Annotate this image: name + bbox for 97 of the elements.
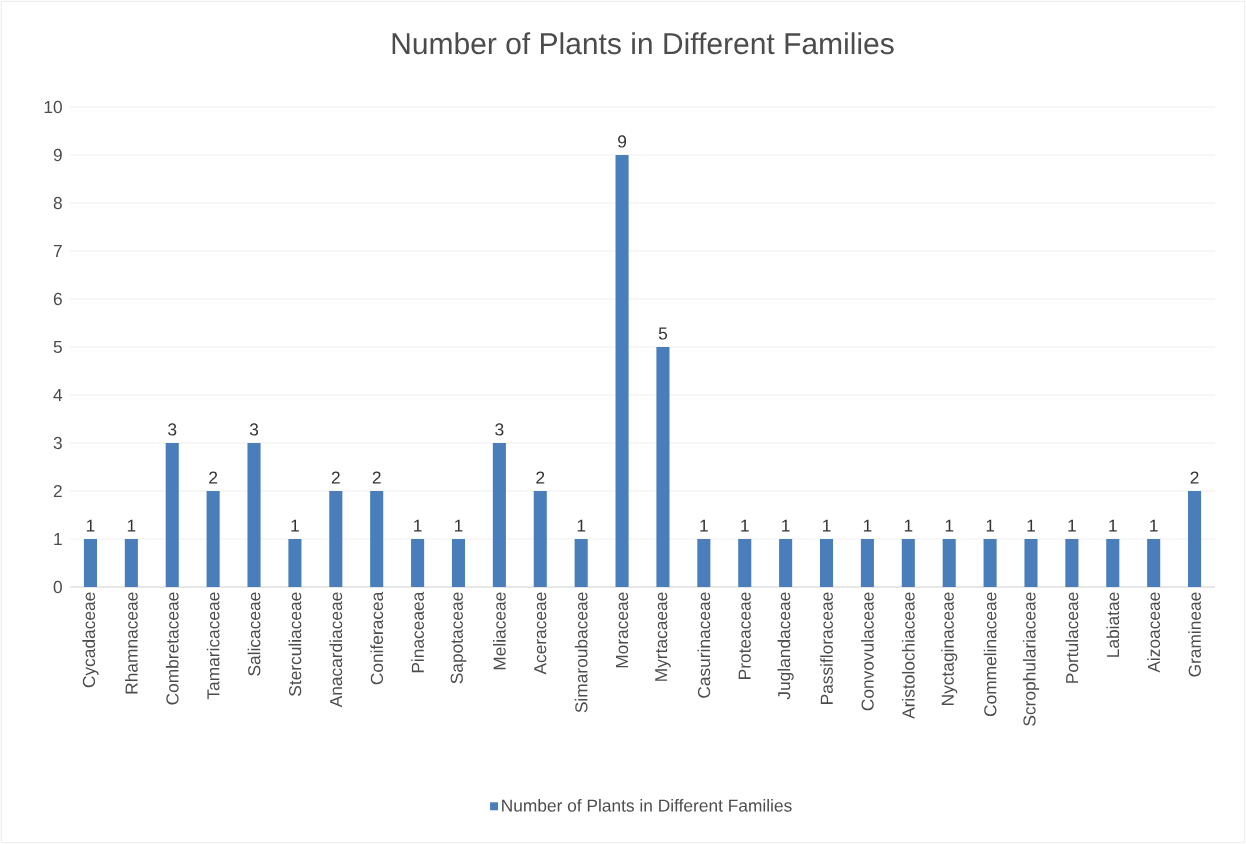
bar	[983, 539, 997, 587]
data-label: 2	[372, 471, 381, 484]
y-tick-label: 8	[53, 196, 62, 210]
bar	[329, 491, 343, 587]
x-tick-label: Myrtacaeae	[655, 592, 671, 681]
data-label: 3	[168, 423, 177, 436]
data-label: 2	[1190, 471, 1199, 484]
data-label: 1	[127, 519, 136, 532]
data-label: 9	[618, 135, 627, 148]
x-tick-label: Sapotaceae	[450, 592, 467, 684]
y-tick-label: 2	[53, 484, 62, 498]
bar	[697, 539, 711, 587]
x-tick-label: Proteaceae	[738, 592, 751, 679]
chart-title: Number of Plants in Different Families	[392, 32, 894, 55]
bar	[288, 539, 302, 587]
data-label: 1	[945, 519, 954, 532]
y-tick-label: 6	[53, 292, 62, 306]
bar	[83, 539, 97, 587]
x-tick-label: Meliaceae	[493, 592, 506, 670]
x-tick-label: Labiatae	[1106, 592, 1120, 657]
bar	[779, 539, 793, 587]
y-tick-label: 3	[53, 436, 62, 450]
x-tick-label: Coniferacea	[370, 591, 384, 685]
x-tick-label: Combretaceae	[165, 592, 179, 705]
x-tick-label: Commelinaceae	[983, 592, 997, 717]
x-tick-label: Tamaricaceae	[206, 592, 220, 700]
data-label: 1	[823, 519, 831, 532]
data-label: 5	[658, 327, 668, 340]
y-tick-label: 4	[53, 389, 63, 401]
x-tick-label: Anacardiaceae	[329, 592, 343, 708]
data-label: 1	[1027, 519, 1035, 532]
bar	[533, 491, 547, 587]
bar	[819, 539, 834, 587]
bar	[206, 491, 220, 587]
x-tick-label: Scrophulariaceae	[1022, 592, 1040, 726]
bar	[124, 539, 138, 587]
x-tick-label: Passifloraceae	[820, 592, 833, 704]
x-tick-label: Nyctaginaceae	[941, 592, 958, 705]
bar	[411, 539, 425, 587]
bar	[615, 155, 629, 587]
bar	[1147, 539, 1161, 587]
bar	[1024, 539, 1038, 587]
data-label: 1	[1068, 519, 1076, 532]
data-label: 1	[414, 519, 422, 532]
data-label: 1	[741, 519, 749, 532]
data-label: 1	[454, 519, 463, 532]
bar	[860, 539, 874, 587]
x-tick-label: Simaroubaceae	[574, 592, 588, 713]
x-tick-label: Sterculiaceae	[288, 592, 302, 696]
x-tick-label: Gramineae	[1188, 592, 1201, 677]
y-tick-label: 7	[53, 245, 62, 257]
x-tick-label: Aceraceae	[534, 592, 547, 675]
x-tick-label: Pinaceaea	[411, 591, 424, 673]
x-tick-label: Portulaceae	[1065, 592, 1079, 683]
x-tick-label: Rhamnaceae	[124, 592, 138, 694]
data-label: 1	[577, 519, 586, 532]
x-tick-label: Moraceae	[616, 592, 629, 668]
bar	[1065, 539, 1079, 587]
data-label: 1	[904, 519, 913, 532]
x-tick-label: Casurinaceae	[697, 592, 711, 698]
x-tick-label: Aristolochiaceae	[901, 592, 915, 719]
x-tick-label: Convovulaceae	[861, 592, 874, 711]
data-label: 1	[1150, 519, 1158, 532]
data-label: 1	[291, 519, 299, 532]
bar	[738, 539, 752, 587]
x-tick-label: Juglandaceae	[777, 592, 794, 700]
data-label: 1	[700, 519, 708, 532]
bar	[901, 539, 915, 587]
bar	[574, 539, 588, 587]
y-tick-label: 9	[53, 148, 62, 162]
bar	[656, 347, 670, 587]
bar	[165, 443, 179, 587]
x-tick-label: Cycadaceae	[82, 592, 99, 688]
bar	[1188, 491, 1202, 587]
data-label: 2	[209, 471, 218, 484]
data-label: 1	[863, 519, 872, 532]
bar	[370, 491, 384, 587]
data-label: 2	[536, 471, 545, 484]
data-label: 1	[1109, 519, 1117, 532]
legend-label: Number of Plants in Different Families	[502, 798, 792, 812]
data-label: 1	[986, 519, 995, 532]
bar	[247, 443, 261, 587]
y-tick-label: 0	[53, 580, 62, 594]
data-label: 1	[86, 519, 95, 532]
data-label: 2	[331, 471, 340, 484]
x-tick-label: Aizoaceae	[1147, 592, 1161, 673]
y-tick-label: 10	[44, 100, 62, 114]
bar	[492, 443, 506, 587]
x-tick-label: Salicaceae	[247, 592, 261, 676]
y-tick-label: 5	[53, 340, 62, 354]
y-tick-label: 1	[54, 533, 62, 545]
data-label: 3	[249, 423, 259, 436]
bar	[451, 539, 466, 587]
bar	[942, 539, 956, 587]
data-label: 1	[782, 519, 790, 532]
bar	[1106, 539, 1120, 587]
data-label: 3	[495, 423, 504, 436]
